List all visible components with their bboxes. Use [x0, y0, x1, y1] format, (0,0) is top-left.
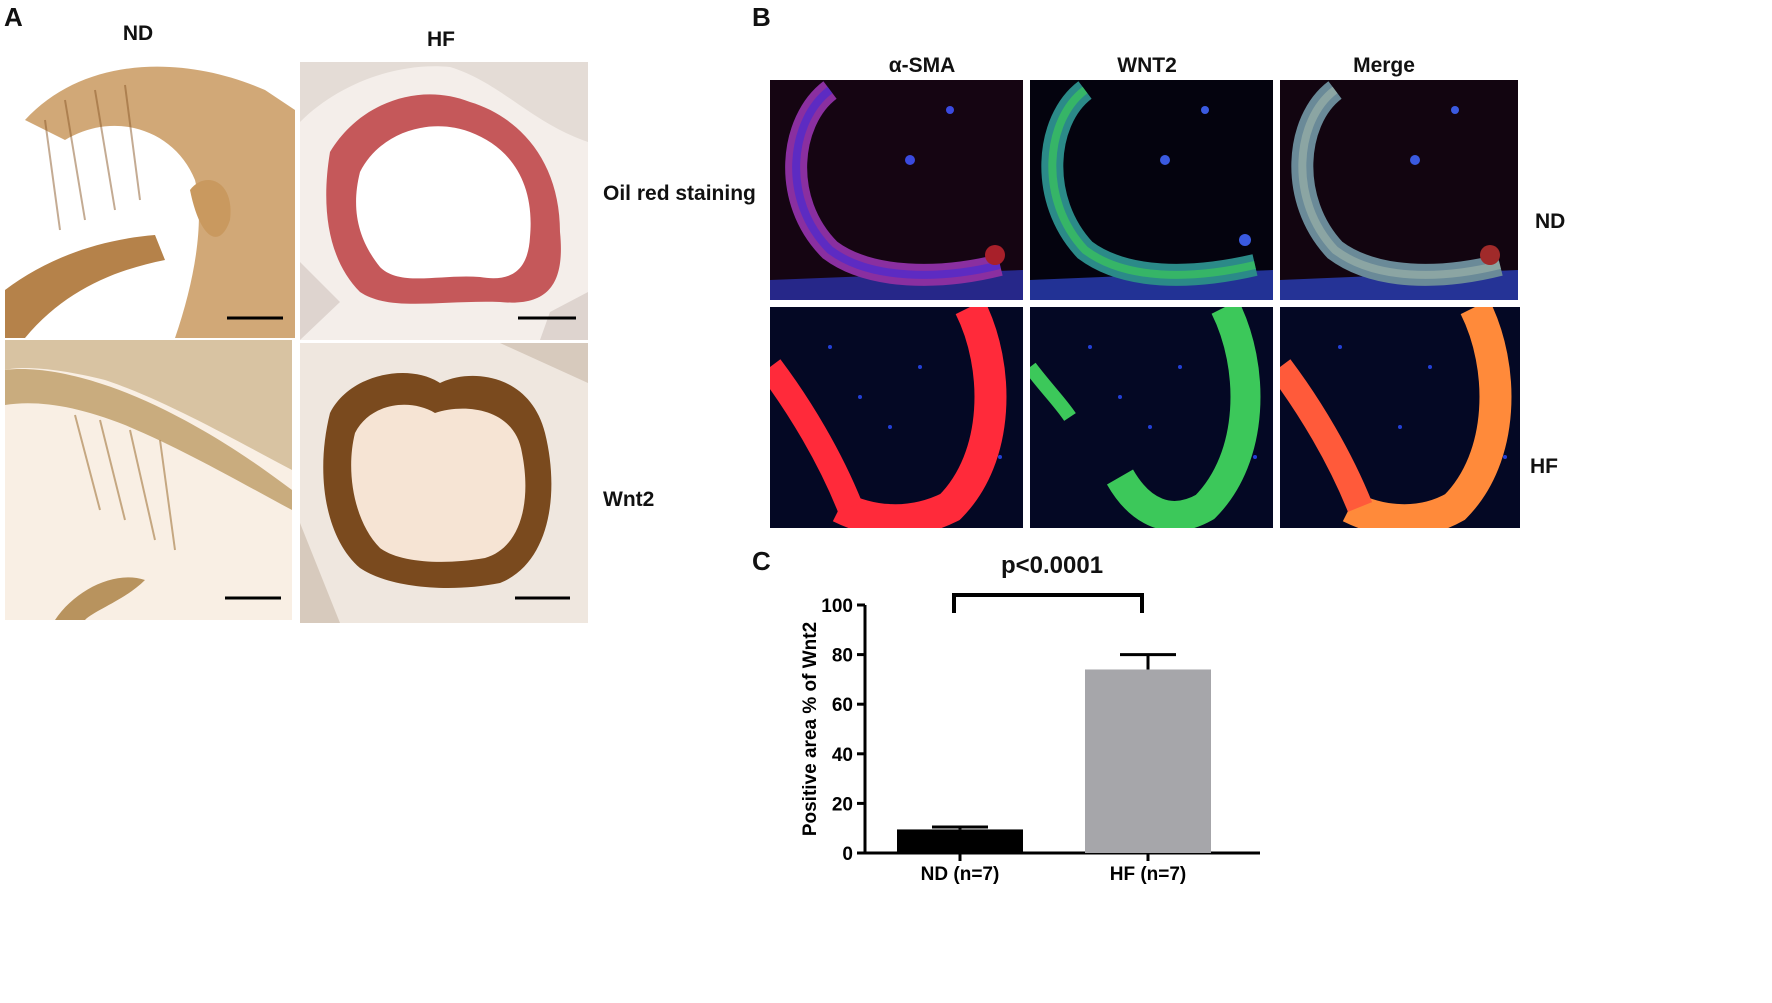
- panel-c-letter: C: [752, 546, 771, 576]
- y-axis-title: Positive area % of Wnt2: [800, 622, 821, 836]
- panel-b-letter: B: [752, 2, 771, 32]
- y-tick-label: 20: [832, 794, 853, 815]
- histology-nd-oil-red-image: [5, 60, 295, 338]
- fluorescence-nd-merge-image: [1280, 80, 1518, 300]
- y-tick-label: 100: [821, 596, 853, 617]
- panel-a-row-label-oil-red: Oil red staining: [603, 182, 756, 205]
- histology-nd-wnt2-image: [5, 340, 292, 620]
- y-tick-label: 0: [842, 844, 853, 865]
- significance-bracket: [952, 593, 1144, 613]
- y-tick-label: 80: [832, 646, 853, 667]
- panel-a-row-label-wnt2: Wnt2: [603, 488, 655, 511]
- bar-nd: [897, 829, 1023, 853]
- fluorescence-hf-wnt2-image: [1030, 307, 1273, 528]
- panel-a-col-label-nd: ND: [122, 22, 154, 45]
- x-category-label: HF (n=7): [1110, 864, 1187, 885]
- y-tick-label: 40: [832, 745, 853, 766]
- histology-hf-wnt2-image: [300, 343, 588, 623]
- panel-b-col-label-sma: α-SMA: [888, 54, 956, 77]
- panel-a-col-label-hf: HF: [427, 28, 455, 51]
- fluorescence-nd-wnt2-image: [1030, 80, 1273, 300]
- x-category-label: ND (n=7): [921, 864, 1000, 885]
- significance-label: p<0.0001: [1000, 552, 1104, 579]
- fluorescence-hf-merge-image: [1280, 307, 1520, 528]
- y-tick-label: 60: [832, 695, 853, 716]
- panel-a-letter: A: [4, 2, 23, 32]
- bar-hf: [1085, 669, 1211, 853]
- histology-hf-oil-red-image: [300, 62, 588, 340]
- panel-b-row-label-hf: HF: [1530, 455, 1558, 478]
- fluorescence-nd-sma-image: [770, 80, 1023, 300]
- panel-b-row-label-nd: ND: [1535, 210, 1566, 233]
- fluorescence-hf-sma-image: [770, 307, 1023, 528]
- panel-b-col-label-wnt2: WNT2: [1117, 54, 1177, 77]
- panel-b-col-label-merge: Merge: [1353, 54, 1415, 77]
